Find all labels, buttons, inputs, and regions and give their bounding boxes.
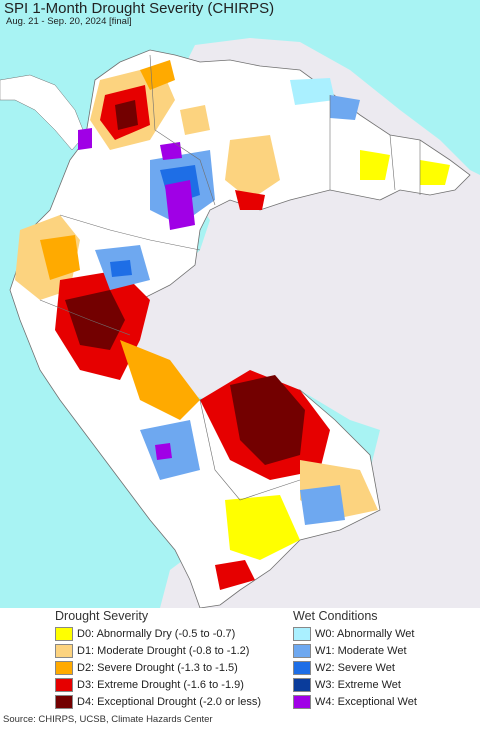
legend-swatch-w1 [293,643,311,658]
map-title: SPI 1-Month Drought Severity (CHIRPS) [4,0,275,17]
map-subtitle: Aug. 21 - Sep. 20, 2024 [final] [6,16,132,27]
legend-swatch-w4 [293,694,311,709]
legend-label-d1: D1: Moderate Drought (-0.8 to -1.2) [77,644,250,657]
wet-legend-title: Wet Conditions [293,609,378,623]
wet-patches [78,78,360,525]
legend-label-d3: D3: Extreme Drought (-1.6 to -1.9) [77,678,244,691]
legend-item-d3: D3: Extreme Drought (-1.6 to -1.9) [55,677,244,692]
legend-item-d1: D1: Moderate Drought (-0.8 to -1.2) [55,643,249,658]
legend-swatch-w3 [293,677,311,692]
legend-swatch-d1 [55,643,73,658]
legend-item-w0: W0: Abnormally Wet [293,626,414,641]
legend-item-w3: W3: Extreme Wet [293,677,401,692]
legend-item-w2: W2: Severe Wet [293,660,395,675]
drought-legend-title: Drought Severity [55,609,149,623]
legend-swatch-d0 [55,626,73,641]
legend-swatch-d2 [55,660,73,675]
legend-label-d4: D4: Exceptional Drought (-2.0 or less) [77,695,262,708]
legend-label-w0: W0: Abnormally Wet [315,627,415,640]
legend-swatch-w0 [293,626,311,641]
legend-label-w1: W1: Moderate Wet [315,644,407,657]
legend-item-d4: D4: Exceptional Drought (-2.0 or less) [55,694,261,709]
legend-swatch-w2 [293,660,311,675]
drought-map [0,0,480,608]
legend-item-w1: W1: Moderate Wet [293,643,407,658]
central-america [0,74,86,151]
legend: Drought Severity Wet Conditions D0: Abno… [0,608,480,712]
legend-swatch-d3 [55,677,73,692]
legend-label-w3: W3: Extreme Wet [315,678,401,691]
legend-item-d0: D0: Abnormally Dry (-0.5 to -0.7) [55,626,235,641]
legend-label-d0: D0: Abnormally Dry (-0.5 to -0.7) [77,627,236,640]
legend-label-d2: D2: Severe Drought (-1.3 to -1.5) [77,661,238,674]
legend-item-d2: D2: Severe Drought (-1.3 to -1.5) [55,660,238,675]
legend-label-w2: W2: Severe Wet [315,661,395,674]
legend-label-w4: W4: Exceptional Wet [315,695,417,708]
country-borders [39,54,421,501]
drought-patches [15,60,450,590]
legend-item-w4: W4: Exceptional Wet [293,694,417,709]
legend-swatch-d4 [55,694,73,709]
source-credit: Source: CHIRPS, UCSB, Climate Hazards Ce… [3,714,213,725]
